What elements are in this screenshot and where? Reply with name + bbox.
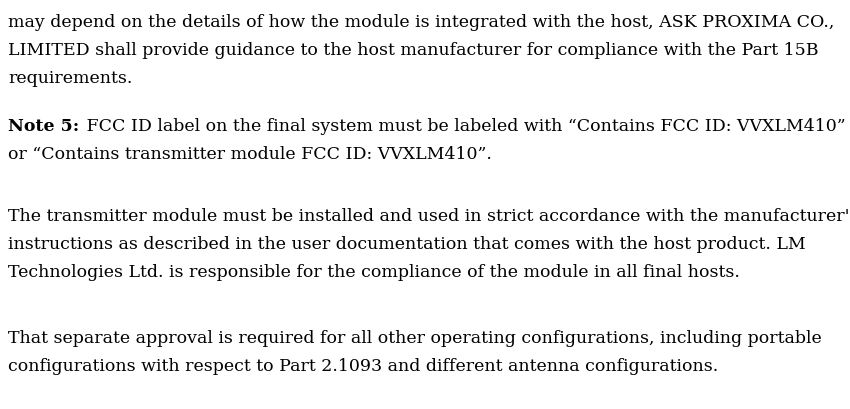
Text: That separate approval is required for all other operating configurations, inclu: That separate approval is required for a…	[8, 329, 822, 346]
Text: instructions as described in the user documentation that comes with the host pro: instructions as described in the user do…	[8, 236, 806, 252]
Text: Technologies Ltd. is responsible for the compliance of the module in all final h: Technologies Ltd. is responsible for the…	[8, 263, 740, 280]
Text: or “Contains transmitter module FCC ID: VVXLM410”.: or “Contains transmitter module FCC ID: …	[8, 146, 492, 163]
Text: may depend on the details of how the module is integrated with the host, ASK PRO: may depend on the details of how the mod…	[8, 14, 835, 31]
Text: configurations with respect to Part 2.1093 and different antenna configurations.: configurations with respect to Part 2.10…	[8, 357, 718, 374]
Text: Note 5:: Note 5:	[8, 118, 79, 135]
Text: LIMITED shall provide guidance to the host manufacturer for compliance with the : LIMITED shall provide guidance to the ho…	[8, 42, 819, 59]
Text: FCC ID label on the final system must be labeled with “Contains FCC ID: VVXLM410: FCC ID label on the final system must be…	[82, 118, 846, 135]
Text: The transmitter module must be installed and used in strict accordance with the : The transmitter module must be installed…	[8, 207, 850, 225]
Text: requirements.: requirements.	[8, 70, 133, 87]
